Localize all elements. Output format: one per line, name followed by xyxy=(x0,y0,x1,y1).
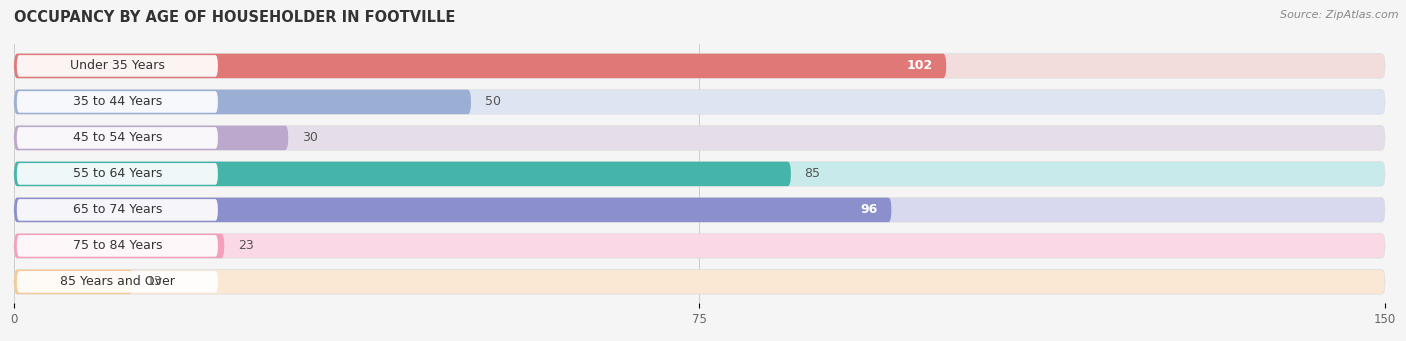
Text: 45 to 54 Years: 45 to 54 Years xyxy=(73,131,162,145)
Text: 30: 30 xyxy=(302,131,318,145)
Text: 35 to 44 Years: 35 to 44 Years xyxy=(73,95,162,108)
Text: Source: ZipAtlas.com: Source: ZipAtlas.com xyxy=(1281,10,1399,20)
Text: 55 to 64 Years: 55 to 64 Years xyxy=(73,167,162,180)
FancyBboxPatch shape xyxy=(17,235,218,257)
FancyBboxPatch shape xyxy=(14,234,1385,258)
FancyBboxPatch shape xyxy=(14,198,891,222)
FancyBboxPatch shape xyxy=(17,127,218,149)
Text: 13: 13 xyxy=(146,276,162,288)
Text: 50: 50 xyxy=(485,95,501,108)
FancyBboxPatch shape xyxy=(17,271,218,293)
FancyBboxPatch shape xyxy=(14,270,1385,294)
FancyBboxPatch shape xyxy=(14,126,288,150)
Text: 85: 85 xyxy=(804,167,821,180)
Text: 85 Years and Over: 85 Years and Over xyxy=(60,276,174,288)
FancyBboxPatch shape xyxy=(14,270,134,294)
Text: 96: 96 xyxy=(860,203,877,217)
Text: Under 35 Years: Under 35 Years xyxy=(70,59,165,72)
FancyBboxPatch shape xyxy=(17,199,218,221)
FancyBboxPatch shape xyxy=(17,163,218,185)
FancyBboxPatch shape xyxy=(14,234,225,258)
Text: 102: 102 xyxy=(907,59,932,72)
FancyBboxPatch shape xyxy=(14,162,1385,186)
Text: 23: 23 xyxy=(238,239,253,252)
FancyBboxPatch shape xyxy=(14,162,790,186)
Text: 65 to 74 Years: 65 to 74 Years xyxy=(73,203,162,217)
FancyBboxPatch shape xyxy=(14,126,1385,150)
FancyBboxPatch shape xyxy=(14,198,1385,222)
FancyBboxPatch shape xyxy=(14,90,1385,114)
FancyBboxPatch shape xyxy=(14,90,471,114)
FancyBboxPatch shape xyxy=(14,54,946,78)
FancyBboxPatch shape xyxy=(17,55,218,77)
FancyBboxPatch shape xyxy=(17,91,218,113)
Text: 75 to 84 Years: 75 to 84 Years xyxy=(73,239,162,252)
Text: OCCUPANCY BY AGE OF HOUSEHOLDER IN FOOTVILLE: OCCUPANCY BY AGE OF HOUSEHOLDER IN FOOTV… xyxy=(14,10,456,25)
FancyBboxPatch shape xyxy=(14,54,1385,78)
